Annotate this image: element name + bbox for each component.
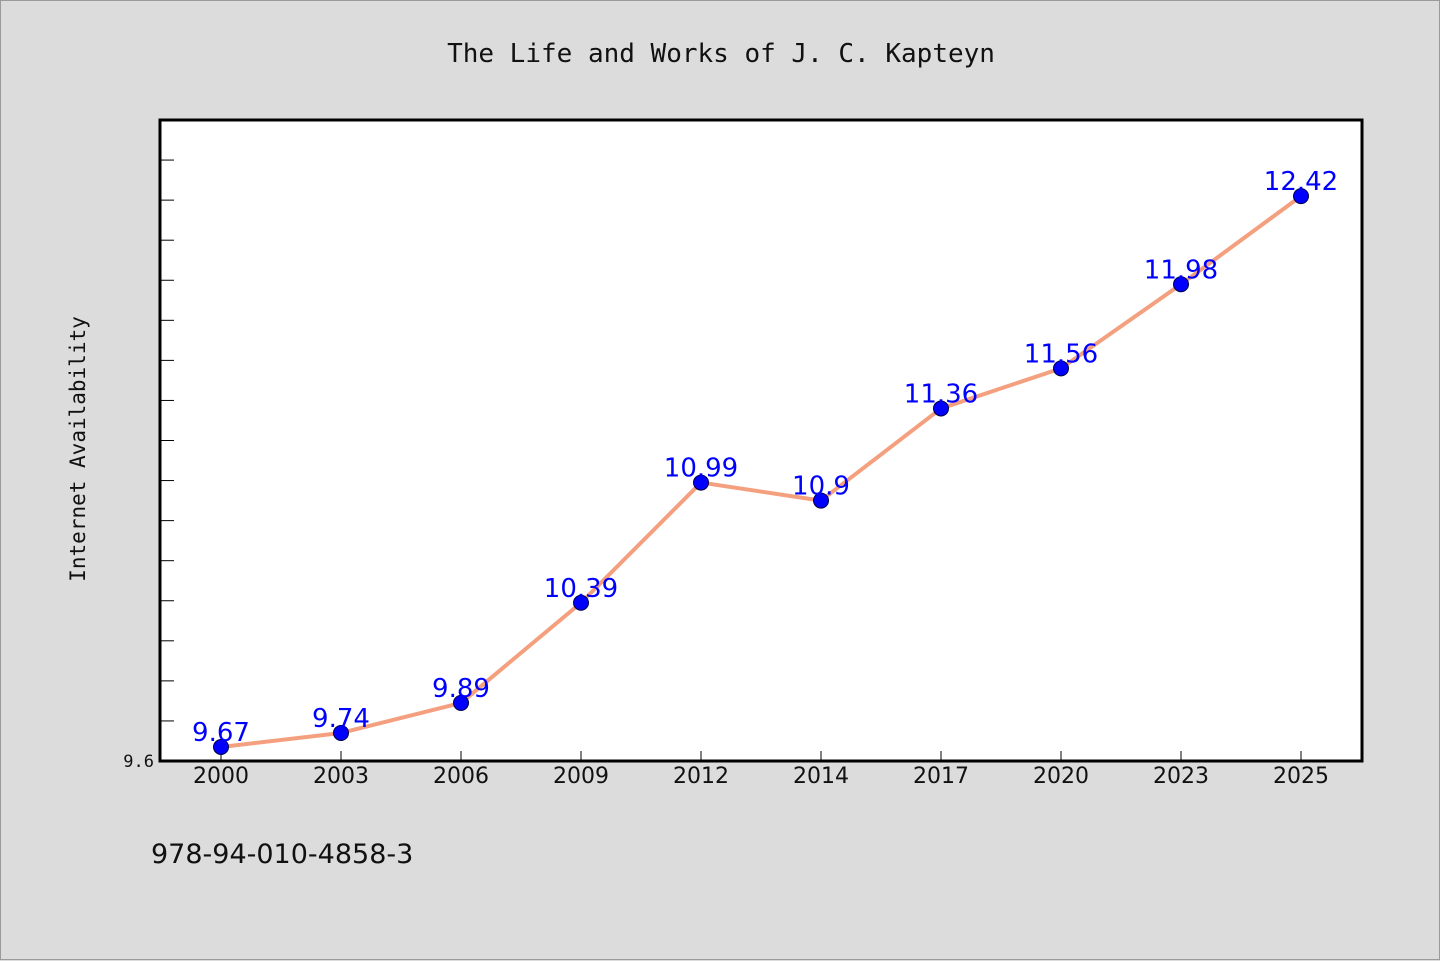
x-tick-label: 2012 <box>673 764 729 789</box>
data-label: 10.9 <box>792 472 850 502</box>
data-point <box>573 594 589 611</box>
x-tick-label: 2023 <box>1153 764 1209 789</box>
data-label: 10.39 <box>544 574 618 604</box>
x-axis-ticks: 2000 2003 2006 2009 2012 2014 2017 2020 2023 2025 <box>193 751 1329 789</box>
x-tick-label: 2025 <box>1273 764 1329 789</box>
plot-area <box>158 118 1364 763</box>
data-point <box>1053 360 1069 377</box>
isbn-footnote: 978-94-010-4858-3 <box>151 839 413 870</box>
data-point <box>333 724 349 741</box>
series-layer <box>213 188 1309 755</box>
data-point <box>453 694 469 711</box>
x-tick-label: 2017 <box>913 764 969 789</box>
y-axis-label: Internet Availability <box>66 316 90 582</box>
data-label: 11.36 <box>904 379 978 409</box>
data-label: 9.74 <box>312 704 370 734</box>
data-label: 9.89 <box>432 674 490 704</box>
data-label-layer: 9.67 9.74 9.89 10.39 10.99 10.9 11.36 11.56 11.9… <box>192 167 1338 748</box>
data-label: 9.67 <box>192 718 250 748</box>
series-line <box>219 194 1303 749</box>
x-tick-label: 2009 <box>553 764 609 789</box>
x-tick-label: 2003 <box>313 764 369 789</box>
chart-title: The Life and Works of J. C. Kapteyn <box>447 39 995 69</box>
data-label: 12.42 <box>1264 167 1338 197</box>
data-point <box>693 474 709 491</box>
y-axis-ticks: 9.6 <box>123 119 174 772</box>
data-label: 11.98 <box>1144 255 1218 285</box>
x-tick-label: 2000 <box>193 764 249 789</box>
data-label: 10.99 <box>664 454 738 484</box>
x-tick-label: 2020 <box>1033 764 1089 789</box>
data-point <box>933 400 949 417</box>
y-tick-label: 9.6 <box>123 752 154 772</box>
x-tick-label: 2006 <box>433 764 489 789</box>
x-tick-label: 2014 <box>793 764 849 789</box>
data-point <box>1173 276 1189 293</box>
data-point <box>1293 188 1309 205</box>
data-label: 11.56 <box>1024 339 1098 369</box>
data-point <box>213 738 229 755</box>
data-point <box>813 492 829 509</box>
